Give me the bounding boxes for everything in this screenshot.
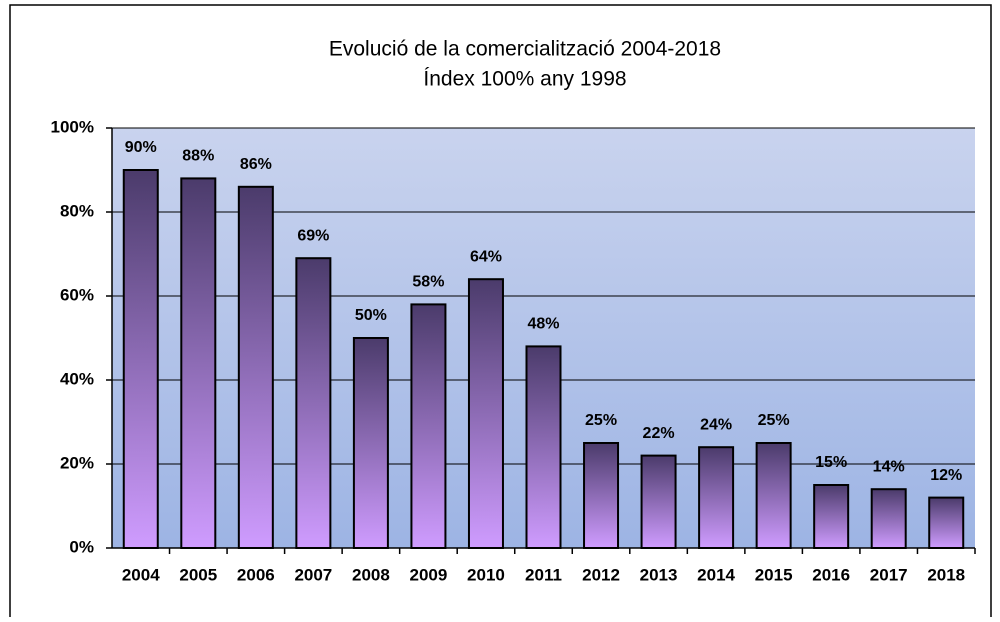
data-label: 25% xyxy=(585,412,617,429)
bar xyxy=(928,496,965,550)
data-label: 22% xyxy=(643,425,675,442)
data-label: 90% xyxy=(125,139,157,156)
x-tick-label: 2009 xyxy=(410,565,448,584)
x-tick-label: 2016 xyxy=(812,565,850,584)
bar xyxy=(237,185,274,550)
bar xyxy=(352,337,389,549)
data-label: 88% xyxy=(182,148,214,165)
data-label: 58% xyxy=(412,274,444,291)
bar xyxy=(180,177,217,549)
bar xyxy=(122,169,159,549)
bar xyxy=(410,303,447,549)
bar xyxy=(467,278,504,549)
data-label: 15% xyxy=(815,454,847,471)
bar xyxy=(583,442,620,549)
data-label: 12% xyxy=(930,467,962,484)
bar xyxy=(698,446,735,550)
y-tick-label: 40% xyxy=(60,369,94,388)
y-tick-label: 0% xyxy=(69,537,94,556)
x-tick-label: 2007 xyxy=(294,565,332,584)
x-tick-label: 2012 xyxy=(582,565,620,584)
data-label: 14% xyxy=(873,458,905,475)
y-tick-label: 80% xyxy=(60,201,94,220)
data-label: 69% xyxy=(297,227,329,244)
x-tick-label: 2008 xyxy=(352,565,390,584)
data-label: 64% xyxy=(470,248,502,265)
bar xyxy=(870,488,907,550)
chart-title: Evolució de la comercialització 2004-201… xyxy=(329,38,721,61)
x-tick-label: 2005 xyxy=(179,565,217,584)
y-tick-label: 20% xyxy=(60,453,94,472)
bar xyxy=(295,257,332,549)
chart-subtitle: Índex 100% any 1998 xyxy=(423,68,626,91)
x-tick-label: 2011 xyxy=(525,565,562,584)
x-tick-label: 2014 xyxy=(697,565,735,584)
y-tick-label: 100% xyxy=(51,117,94,136)
x-tick-label: 2013 xyxy=(640,565,678,584)
data-label: 50% xyxy=(355,307,387,324)
x-tick-label: 2017 xyxy=(870,565,908,584)
y-tick-label: 60% xyxy=(60,285,94,304)
data-label: 24% xyxy=(700,416,732,433)
data-label: 48% xyxy=(527,316,559,333)
data-label: 86% xyxy=(240,156,272,173)
bar xyxy=(640,454,677,550)
x-tick-label: 2015 xyxy=(755,565,793,584)
bar xyxy=(525,345,562,549)
data-label: 25% xyxy=(758,412,790,429)
x-tick-label: 2004 xyxy=(122,565,160,584)
bar xyxy=(813,484,850,549)
bar xyxy=(755,442,792,549)
x-tick-label: 2018 xyxy=(927,565,965,584)
x-tick-label: 2010 xyxy=(467,565,505,584)
x-tick-label: 2006 xyxy=(237,565,275,584)
